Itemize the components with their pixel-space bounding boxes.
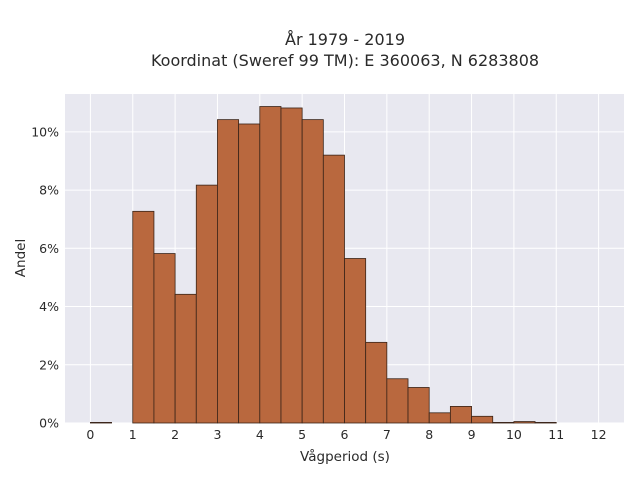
x-tick-label: 2 xyxy=(171,427,179,442)
histogram-bar xyxy=(428,412,451,424)
histogram-bar xyxy=(259,106,282,424)
histogram-bar xyxy=(386,378,409,424)
histogram-bar xyxy=(217,119,240,424)
histogram-bar xyxy=(195,184,218,424)
x-tick-label: 9 xyxy=(468,427,476,442)
histogram-bar xyxy=(174,293,197,424)
histogram-bar xyxy=(492,422,515,424)
histogram-bar xyxy=(153,253,176,424)
y-axis-title: Andel xyxy=(13,239,29,277)
y-tick-label: 4% xyxy=(39,299,59,314)
histogram-bar xyxy=(407,387,430,424)
x-axis-tick-labels: 0 1 2 3 4 5 6 7 8 9 10 11 12 xyxy=(86,427,606,442)
y-axis-tick-labels: 0% 2% 4% 6% 8% 10% xyxy=(31,124,59,430)
histogram-bars xyxy=(90,106,557,424)
x-tick-label: 10 xyxy=(506,427,522,442)
y-tick-label: 6% xyxy=(39,241,59,256)
y-tick-label: 2% xyxy=(39,357,59,372)
histogram-bar xyxy=(449,406,472,424)
x-tick-label: 6 xyxy=(341,427,349,442)
y-tick-label: 10% xyxy=(31,124,59,139)
histogram-bar xyxy=(471,415,494,424)
x-tick-label: 0 xyxy=(86,427,94,442)
x-tick-label: 12 xyxy=(591,427,607,442)
x-tick-label: 11 xyxy=(548,427,564,442)
x-tick-label: 8 xyxy=(425,427,433,442)
x-tick-label: 5 xyxy=(298,427,306,442)
x-tick-label: 4 xyxy=(256,427,264,442)
histogram-bar xyxy=(322,154,345,424)
chart-title: År 1979 - 2019 xyxy=(285,30,405,49)
x-tick-label: 7 xyxy=(383,427,391,442)
y-tick-label: 8% xyxy=(39,183,59,198)
x-tick-label: 3 xyxy=(213,427,221,442)
histogram-bar xyxy=(534,422,557,424)
histogram-bar xyxy=(301,119,324,424)
histogram-bar xyxy=(513,421,536,424)
x-tick-label: 1 xyxy=(129,427,137,442)
histogram-bar xyxy=(90,422,112,424)
y-tick-label: 0% xyxy=(39,416,59,431)
histogram-bar xyxy=(280,107,303,424)
x-axis-title: Vågperiod (s) xyxy=(300,448,390,465)
chart-subtitle: Koordinat (Sweref 99 TM): E 360063, N 62… xyxy=(151,51,539,70)
histogram-bar xyxy=(365,341,388,424)
histogram-bar xyxy=(344,258,367,424)
histogram-bar xyxy=(132,210,155,424)
histogram-bar xyxy=(238,123,261,424)
